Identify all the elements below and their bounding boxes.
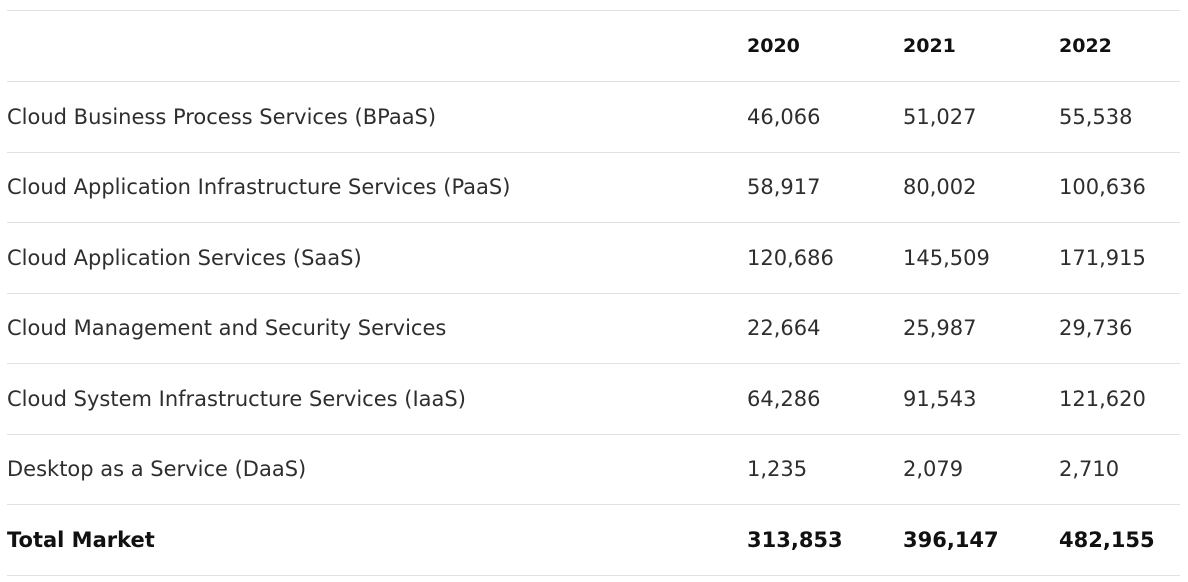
value-2021: 91,543: [903, 363, 1059, 435]
total-2020: 313,853: [747, 504, 903, 576]
value-2020: 1,235: [747, 434, 903, 505]
header-2020: 2020: [747, 10, 903, 82]
value-2021: 25,987: [903, 293, 1059, 364]
header-2022: 2022: [1059, 10, 1180, 82]
value-2021: 51,027: [903, 81, 1059, 153]
row-label: Desktop as a Service (DaaS): [7, 434, 747, 505]
table-row: Cloud Business Process Services (BPaaS) …: [7, 81, 1180, 153]
total-row: Total Market 313,853 396,147 482,155: [7, 504, 1180, 576]
table-row: Cloud System Infrastructure Services (Ia…: [7, 363, 1180, 435]
header-2021: 2021: [903, 10, 1059, 82]
row-label: Cloud Application Services (SaaS): [7, 222, 747, 294]
header-label-cell: [7, 10, 747, 82]
market-forecast-table: 2020 2021 2022 Cloud Business Process Se…: [7, 10, 1180, 576]
row-label: Cloud Application Infrastructure Service…: [7, 152, 747, 223]
value-2020: 22,664: [747, 293, 903, 364]
table-row: Cloud Application Services (SaaS) 120,68…: [7, 222, 1180, 294]
total-2021: 396,147: [903, 504, 1059, 576]
value-2022: 2,710: [1059, 434, 1180, 505]
value-2022: 29,736: [1059, 293, 1180, 364]
value-2022: 100,636: [1059, 152, 1180, 223]
value-2020: 46,066: [747, 81, 903, 153]
value-2022: 55,538: [1059, 81, 1180, 153]
table-row: Desktop as a Service (DaaS) 1,235 2,079 …: [7, 434, 1180, 505]
value-2021: 2,079: [903, 434, 1059, 505]
row-label: Cloud Business Process Services (BPaaS): [7, 81, 747, 153]
table-header-row: 2020 2021 2022: [7, 10, 1180, 82]
value-2021: 145,509: [903, 222, 1059, 294]
value-2021: 80,002: [903, 152, 1059, 223]
value-2020: 58,917: [747, 152, 903, 223]
row-label: Cloud Management and Security Services: [7, 293, 747, 364]
value-2022: 171,915: [1059, 222, 1180, 294]
table-row: Cloud Management and Security Services 2…: [7, 293, 1180, 364]
row-label: Cloud System Infrastructure Services (Ia…: [7, 363, 747, 435]
total-2022: 482,155: [1059, 504, 1180, 576]
value-2022: 121,620: [1059, 363, 1180, 435]
value-2020: 120,686: [747, 222, 903, 294]
table-row: Cloud Application Infrastructure Service…: [7, 152, 1180, 223]
value-2020: 64,286: [747, 363, 903, 435]
total-label: Total Market: [7, 504, 747, 576]
